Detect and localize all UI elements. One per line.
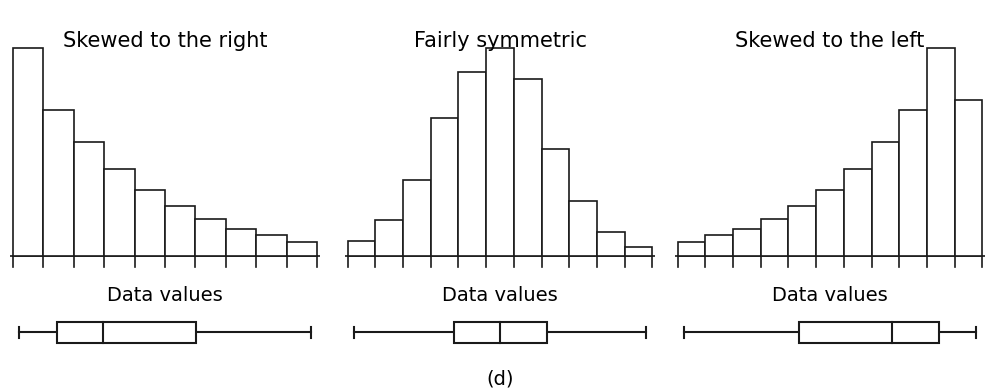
Bar xyxy=(927,48,955,256)
Text: Data values: Data values xyxy=(772,285,888,305)
Bar xyxy=(431,119,458,256)
Text: (d): (d) xyxy=(486,369,514,388)
Text: Data values: Data values xyxy=(107,285,223,305)
Bar xyxy=(486,48,514,256)
Bar xyxy=(454,322,546,343)
Bar xyxy=(458,73,486,256)
Bar xyxy=(287,242,317,256)
Text: Skewed to the right: Skewed to the right xyxy=(63,31,267,51)
Bar xyxy=(165,206,195,256)
Bar xyxy=(195,219,226,256)
Bar xyxy=(256,236,287,256)
Bar xyxy=(733,229,761,256)
Bar xyxy=(514,78,542,256)
Bar xyxy=(43,110,74,256)
Bar xyxy=(761,219,788,256)
Bar xyxy=(899,110,927,256)
Bar xyxy=(348,241,375,256)
Bar xyxy=(56,322,196,343)
Bar xyxy=(375,220,403,256)
Bar xyxy=(226,229,256,256)
Bar xyxy=(625,247,652,256)
Bar xyxy=(104,169,135,256)
Bar xyxy=(788,206,816,256)
Bar xyxy=(799,322,938,343)
Bar xyxy=(678,242,705,256)
Text: Fairly symmetric: Fairly symmetric xyxy=(414,31,586,51)
Bar xyxy=(705,236,733,256)
Bar xyxy=(872,142,899,256)
Bar xyxy=(403,180,431,256)
Bar xyxy=(13,48,43,256)
Bar xyxy=(844,169,872,256)
Bar xyxy=(135,190,165,256)
Bar xyxy=(542,149,569,256)
Bar xyxy=(597,232,625,256)
Bar xyxy=(74,142,104,256)
Text: Skewed to the left: Skewed to the left xyxy=(735,31,925,51)
Text: Data values: Data values xyxy=(442,285,558,305)
Bar xyxy=(569,201,597,256)
Bar xyxy=(816,190,844,256)
Bar xyxy=(955,100,982,256)
